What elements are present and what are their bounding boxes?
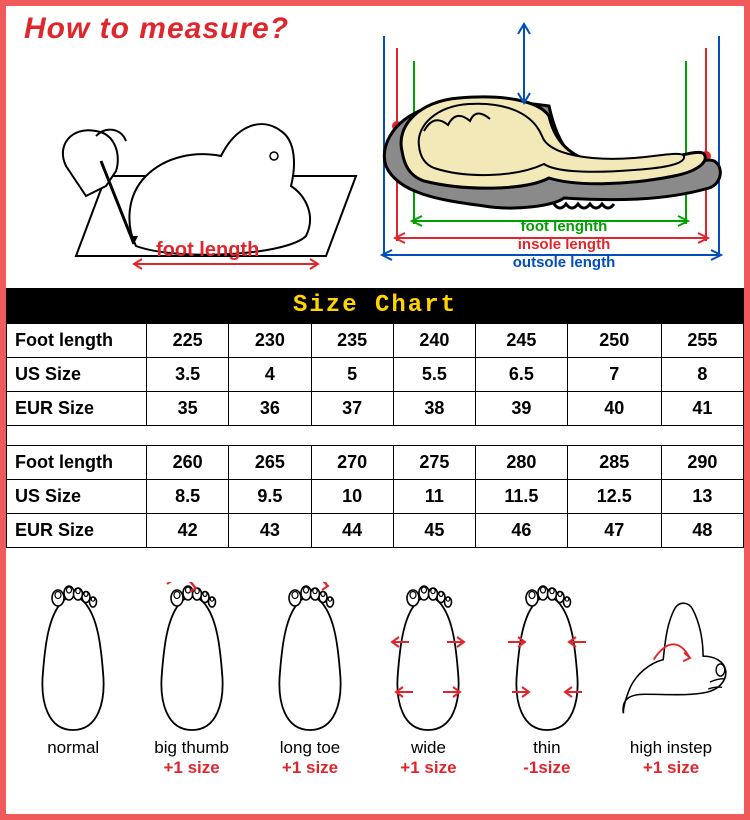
table-cell: 250 (567, 324, 661, 358)
table-cell: 260 (147, 446, 229, 480)
table-cell: 11 (393, 480, 475, 514)
top-section: How to measure? foot leng (6, 6, 744, 288)
table-cell: 12.5 (567, 480, 661, 514)
table-row: Foot length260265270275280285290 (7, 446, 744, 480)
table-cell: 47 (567, 514, 661, 548)
table-cell: 43 (229, 514, 311, 548)
table-cell: 11.5 (476, 480, 568, 514)
table-row: Foot length225230235240245250255 (7, 324, 744, 358)
size-chart-header: Size Chart (6, 288, 744, 323)
infographic-frame: How to measure? foot leng (0, 0, 750, 820)
table-cell: 245 (476, 324, 568, 358)
table-gap-row (7, 426, 744, 446)
table-cell: 5.5 (393, 358, 475, 392)
foot-type-adjust: +1 size (132, 758, 250, 778)
row-label: EUR Size (7, 392, 147, 426)
table-cell: 8.5 (147, 480, 229, 514)
foot-types-row: normal big thumb+1 size long toe+1 size (6, 548, 744, 778)
table-cell: 3.5 (147, 358, 229, 392)
table-cell: 41 (661, 392, 743, 426)
foot-type-name: normal (14, 738, 132, 758)
foot-length-label: foot length (156, 239, 259, 262)
table-cell: 48 (661, 514, 743, 548)
foot-length-dim-label: foot lenghth (484, 218, 644, 235)
foot-type-item: thin-1size (488, 582, 606, 778)
table-cell: 5 (311, 358, 393, 392)
table-cell: 8 (661, 358, 743, 392)
foot-type-name: long toe (251, 738, 369, 758)
table-cell: 9.5 (229, 480, 311, 514)
table-cell: 290 (661, 446, 743, 480)
table-cell: 225 (147, 324, 229, 358)
table-row: EUR Size35363738394041 (7, 392, 744, 426)
table-cell: 230 (229, 324, 311, 358)
table-cell: 7 (567, 358, 661, 392)
table-cell: 285 (567, 446, 661, 480)
foot-type-adjust: +1 size (251, 758, 369, 778)
foot-type-item: long toe+1 size (251, 582, 369, 778)
table-cell: 35 (147, 392, 229, 426)
table-cell: 235 (311, 324, 393, 358)
page-title: How to measure? (24, 12, 289, 46)
table-cell: 4 (229, 358, 311, 392)
table-cell: 270 (311, 446, 393, 480)
outsole-length-dim-label: outsole length (484, 254, 644, 271)
table-row: EUR Size42434445464748 (7, 514, 744, 548)
table-cell: 45 (393, 514, 475, 548)
table-row: US Size8.59.5101111.512.513 (7, 480, 744, 514)
row-label: EUR Size (7, 514, 147, 548)
table-cell: 280 (476, 446, 568, 480)
table-cell: 44 (311, 514, 393, 548)
foot-type-name: high instep (606, 738, 736, 758)
foot-type-item: wide+1 size (369, 582, 487, 778)
foot-type-item: normal (14, 582, 132, 778)
trace-foot-diagram: foot length (26, 46, 366, 276)
table-cell: 13 (661, 480, 743, 514)
table-cell: 275 (393, 446, 475, 480)
foot-type-name: big thumb (132, 738, 250, 758)
row-label: US Size (7, 358, 147, 392)
table-cell: 40 (567, 392, 661, 426)
insole-length-dim-label: insole length (484, 236, 644, 253)
row-label: Foot length (7, 324, 147, 358)
table-cell: 37 (311, 392, 393, 426)
foot-type-item: big thumb+1 size (132, 582, 250, 778)
table-cell: 255 (661, 324, 743, 358)
foot-type-adjust: +1 size (369, 758, 487, 778)
table-cell: 265 (229, 446, 311, 480)
row-label: Foot length (7, 446, 147, 480)
table-cell: 10 (311, 480, 393, 514)
table-cell: 39 (476, 392, 568, 426)
foot-type-adjust: +1 size (606, 758, 736, 778)
table-cell: 240 (393, 324, 475, 358)
size-chart-table: Foot length225230235240245250255US Size3… (6, 323, 744, 548)
foot-type-adjust: -1size (488, 758, 606, 778)
table-row: US Size3.5455.56.578 (7, 358, 744, 392)
foot-type-name: thin (488, 738, 606, 758)
table-cell: 6.5 (476, 358, 568, 392)
table-cell: 38 (393, 392, 475, 426)
row-label: US Size (7, 480, 147, 514)
table-cell: 46 (476, 514, 568, 548)
foot-type-name: wide (369, 738, 487, 758)
shoe-lengths-diagram: foot lenghth insole length outsole lengt… (364, 6, 734, 286)
foot-type-item: high instep+1 size (606, 582, 736, 778)
table-cell: 42 (147, 514, 229, 548)
table-cell: 36 (229, 392, 311, 426)
